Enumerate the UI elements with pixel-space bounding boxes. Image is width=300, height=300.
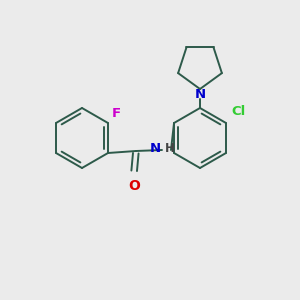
Text: F: F [112,107,121,120]
Text: O: O [128,179,140,193]
Text: Cl: Cl [231,105,245,118]
Text: N: N [194,88,206,100]
Text: H: H [165,142,175,155]
Text: N: N [150,142,161,155]
